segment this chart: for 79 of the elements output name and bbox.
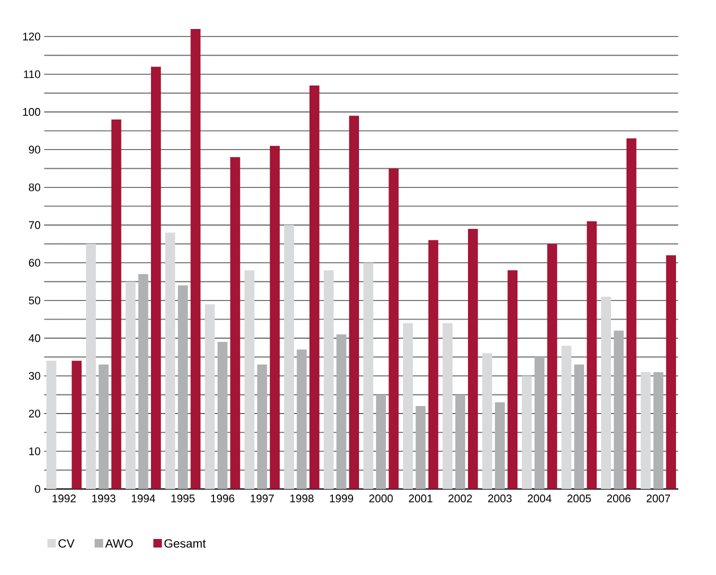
bar — [653, 372, 664, 489]
x-tick-label: 1995 — [171, 494, 195, 502]
x-tick-label: 2001 — [408, 494, 432, 502]
bar — [165, 232, 176, 489]
y-tick-label: 50 — [28, 296, 40, 304]
bar — [349, 116, 360, 489]
bar — [72, 360, 82, 489]
bar — [522, 376, 532, 489]
bar — [178, 285, 188, 489]
bar — [230, 157, 240, 489]
bar — [640, 372, 651, 489]
bar — [324, 270, 334, 489]
y-tick-label: 60 — [28, 258, 40, 267]
bar — [111, 119, 122, 489]
bar — [534, 357, 544, 489]
legend-label: CV — [58, 539, 75, 548]
bar — [442, 323, 453, 489]
bar — [494, 402, 505, 489]
bar — [296, 349, 307, 489]
x-tick-label: 2002 — [448, 494, 472, 502]
x-tick-label: 1998 — [290, 494, 314, 502]
bar — [204, 304, 215, 489]
bar — [244, 270, 254, 489]
bar — [614, 330, 624, 489]
bar — [402, 323, 413, 489]
bar — [416, 406, 426, 489]
x-tick-label: 2000 — [369, 494, 393, 502]
y-tick-label: 0 — [34, 485, 40, 493]
y-tick-label: 40 — [28, 334, 40, 342]
bar — [482, 353, 492, 489]
legend-label: AWO — [105, 539, 133, 548]
bar — [270, 146, 280, 489]
y-tick-label: 10 — [29, 447, 40, 456]
y-tick-label: 20 — [28, 410, 40, 418]
bar — [376, 394, 386, 489]
bar — [601, 296, 612, 489]
bar — [218, 342, 228, 489]
legend-label: Gesamt — [164, 539, 206, 548]
bar — [98, 364, 109, 489]
bar — [468, 228, 478, 489]
bar — [586, 221, 597, 489]
x-tick-label: 2007 — [646, 494, 670, 502]
bar — [336, 334, 346, 489]
x-tick-label: 2004 — [528, 494, 552, 502]
bar — [574, 364, 584, 489]
x-tick-label: 1996 — [211, 494, 234, 502]
bar — [547, 244, 558, 489]
x-tick-label: 1994 — [132, 494, 156, 502]
bar — [257, 364, 268, 489]
bar — [150, 66, 161, 489]
bar — [455, 394, 466, 489]
bar — [86, 244, 96, 489]
bar — [561, 346, 572, 489]
y-tick-label: 120 — [23, 32, 40, 40]
bar — [309, 86, 320, 489]
y-tick-label: 30 — [28, 372, 40, 380]
bar — [284, 225, 294, 489]
x-tick-label: 1992 — [52, 494, 76, 502]
x-tick-label: 2003 — [488, 494, 512, 502]
bar — [666, 255, 676, 489]
x-tick-label: 1993 — [92, 494, 116, 502]
bar — [508, 270, 518, 489]
bar — [190, 28, 201, 489]
x-tick-label: 2006 — [607, 494, 630, 502]
y-tick-label: 90 — [28, 146, 40, 154]
bar — [46, 360, 56, 489]
bar — [138, 274, 148, 489]
x-tick-label: 1997 — [250, 494, 274, 502]
x-tick-label: 2005 — [567, 494, 591, 502]
y-tick-label: 80 — [28, 183, 40, 192]
y-tick-label: 110 — [24, 70, 40, 78]
bar — [428, 240, 438, 489]
bar — [626, 138, 636, 489]
bar — [363, 262, 374, 489]
bar — [388, 168, 399, 489]
x-tick-label: 1999 — [330, 494, 354, 502]
y-tick-label: 100 — [23, 108, 40, 116]
bar — [126, 282, 136, 489]
y-tick-label: 70 — [28, 221, 40, 229]
